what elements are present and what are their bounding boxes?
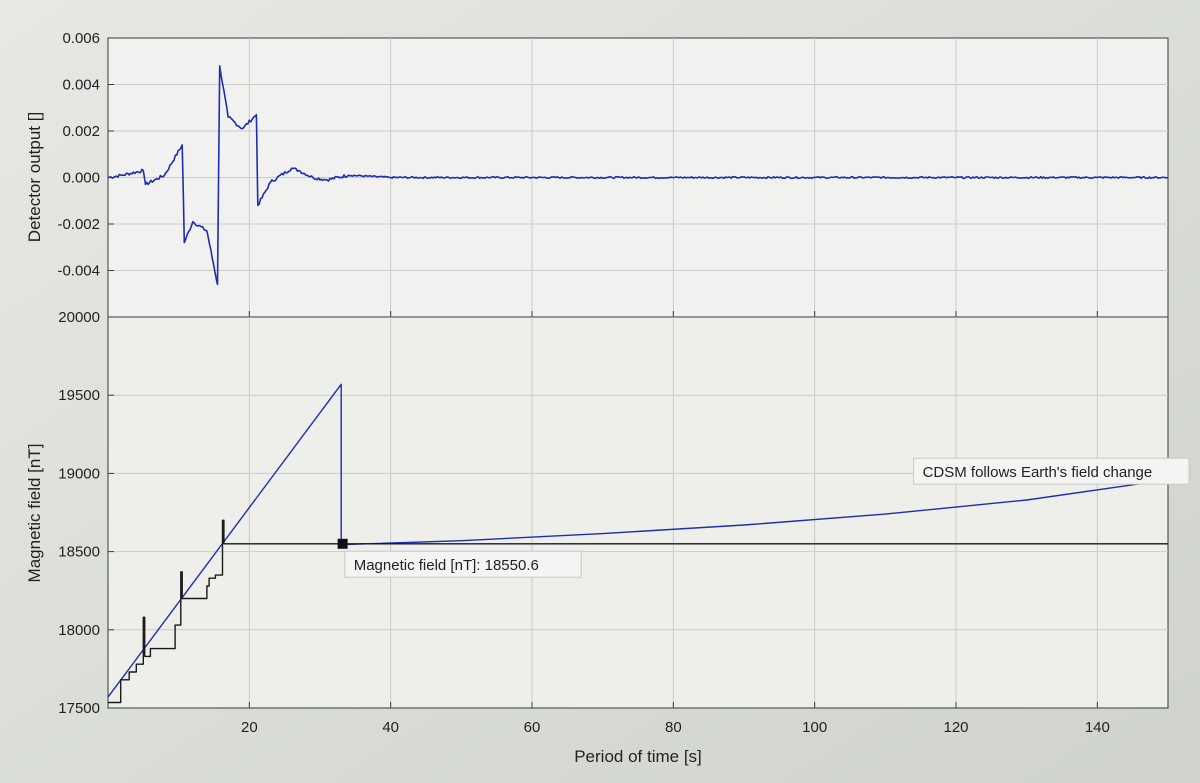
top-yticks: -0.004 -0.002 0.000 0.002 0.004 0.006: [57, 30, 100, 280]
datatip-box: [344, 550, 582, 578]
y-tick-label: 17500: [58, 700, 100, 717]
x-tick-label: 140: [1085, 719, 1110, 736]
detector-output-line: [108, 65, 1168, 286]
annotation-text: CDSM follows Earth's field change: [923, 464, 1153, 481]
xlabel: Period of time [s]: [574, 747, 702, 766]
y-tick-label: 18000: [58, 622, 100, 639]
bottom-yticks: 17500 18000 18500 19000 19500 20000: [58, 309, 100, 717]
x-tick-label: 120: [943, 719, 968, 736]
x-tick-label: 100: [802, 719, 827, 736]
bottom-xticks: 20 40 60 80 100 120 140: [241, 719, 1110, 736]
y-tick-label: -0.002: [57, 216, 100, 233]
top-panel: -0.004 -0.002 0.000 0.002 0.004 0.006 Detecto…: [25, 30, 1169, 318]
y-tick-label: -0.004: [57, 263, 100, 280]
bottom-annotations: CDSM follows Earth's field change Magneti…: [337, 457, 1190, 578]
cdsm-field-line: [108, 383, 1168, 698]
x-tick-label: 60: [524, 719, 541, 736]
datatip-marker: [337, 538, 348, 549]
annotation-box: [913, 457, 1190, 485]
y-tick-label: 0.002: [62, 123, 100, 140]
y-tick-label: 19000: [58, 465, 100, 482]
reference-field-line: [108, 519, 1168, 704]
bottom-panel: 17500 18000 18500 19000 19500 20000 20 40 60 80 1…: [25, 309, 1190, 766]
top-ylabel: Detector output []: [25, 112, 44, 242]
datatip-text: Magnetic field [nT]: 18550.6: [354, 557, 539, 574]
y-tick-label: 20000: [58, 309, 100, 326]
x-tick-label: 40: [382, 719, 399, 736]
y-tick-label: 18500: [58, 544, 100, 561]
x-tick-label: 80: [665, 719, 682, 736]
x-tick-label: 20: [241, 719, 258, 736]
top-series: [108, 65, 1168, 286]
y-tick-label: 0.000: [62, 170, 100, 187]
y-tick-label: 19500: [58, 387, 100, 404]
bottom-ylabel: Magnetic field [nT]: [25, 444, 44, 583]
y-tick-label: 0.004: [62, 77, 100, 94]
y-tick-label: 0.006: [62, 30, 100, 47]
bottom-series: [108, 383, 1168, 704]
bottom-plot-area: [107, 316, 1169, 709]
